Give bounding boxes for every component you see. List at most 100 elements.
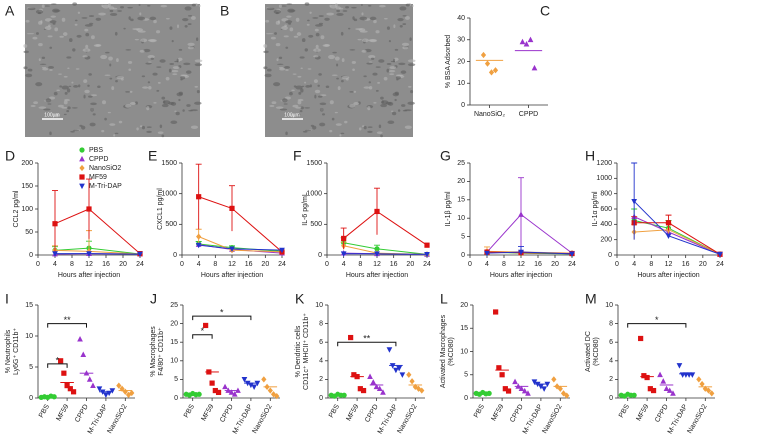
cell-texture xyxy=(171,69,179,73)
y-tick-label: 0 xyxy=(29,395,33,402)
cell-texture xyxy=(54,27,59,32)
y-tick-label: 5 xyxy=(464,372,468,379)
x-axis-label: Hours after injection xyxy=(637,272,699,279)
marker xyxy=(484,250,490,257)
marker xyxy=(406,371,412,378)
cell-texture xyxy=(53,91,58,96)
cell-texture xyxy=(317,84,320,87)
marker xyxy=(663,385,670,392)
cell-texture xyxy=(409,37,412,41)
cell-texture xyxy=(273,82,281,87)
legend-marker xyxy=(79,183,85,190)
x-tick-label: 20 xyxy=(119,261,127,268)
cell-texture xyxy=(315,44,319,49)
y-tick-label: 15 xyxy=(460,325,468,332)
cell-texture xyxy=(296,32,302,36)
cell-texture xyxy=(92,113,96,116)
marker xyxy=(396,365,402,372)
cell-texture xyxy=(363,86,370,89)
cell-texture xyxy=(263,66,268,70)
cell-texture xyxy=(271,101,277,105)
cell-texture xyxy=(142,86,149,89)
cell-texture xyxy=(137,16,146,21)
cell-texture xyxy=(401,104,406,107)
x-tick-label: PBS xyxy=(618,403,631,419)
cell-texture xyxy=(134,38,139,41)
y-tick-label: 0 xyxy=(461,252,465,259)
cell-texture xyxy=(290,114,294,118)
y-tick-label: 800 xyxy=(600,191,612,198)
marker xyxy=(393,367,399,374)
significance-label: * xyxy=(220,308,224,318)
cell-texture xyxy=(101,4,104,8)
y-axis-label: (%CD80) xyxy=(593,337,600,366)
y-tick-label: 10 xyxy=(457,215,465,222)
x-tick-label: PBS xyxy=(473,403,486,419)
cell-texture xyxy=(283,103,288,105)
y-tick-label: 200 xyxy=(21,160,33,167)
y-tick-label: 30 xyxy=(457,37,465,44)
cell-texture xyxy=(359,16,368,21)
marker xyxy=(631,198,638,205)
x-tick-label: 0 xyxy=(325,261,329,268)
cell-texture xyxy=(285,20,293,24)
y-tick-label: 15 xyxy=(457,197,465,204)
cell-texture xyxy=(373,101,377,104)
cell-texture xyxy=(300,88,304,93)
cell-texture xyxy=(49,46,53,49)
cell-texture xyxy=(47,103,52,105)
marker xyxy=(551,376,557,383)
cell-texture xyxy=(180,74,188,77)
cell-texture xyxy=(297,100,302,105)
cell-texture xyxy=(157,131,164,135)
legend-label: PBS xyxy=(89,147,103,154)
marker xyxy=(231,391,238,397)
y-axis-label: % BSA Adsorbed xyxy=(445,35,452,88)
marker xyxy=(386,347,393,353)
marker xyxy=(137,251,143,258)
cell-texture xyxy=(331,117,335,121)
marker xyxy=(274,393,280,400)
y-tick-label: 5 xyxy=(29,364,33,371)
cell-texture xyxy=(109,9,114,13)
panel-label: D xyxy=(5,148,15,164)
cell-texture xyxy=(324,17,330,21)
marker xyxy=(564,392,570,399)
cell-texture xyxy=(293,85,297,88)
marker xyxy=(67,386,73,392)
cell-texture xyxy=(171,40,174,43)
y-tick-label: 10 xyxy=(25,333,33,340)
cell-texture xyxy=(297,75,302,78)
x-tick-label: NanoSiO2 xyxy=(396,403,418,435)
cell-texture xyxy=(57,104,64,108)
y-tick-label: 1000 xyxy=(306,191,322,198)
cell-texture xyxy=(393,24,396,29)
cell-texture xyxy=(104,74,111,76)
marker xyxy=(64,383,70,389)
marker xyxy=(523,40,530,47)
x-tick-label: 20 xyxy=(406,261,414,268)
x-tick-label: 0 xyxy=(615,261,619,268)
cell-texture xyxy=(153,19,157,24)
cell-texture xyxy=(41,4,45,8)
cell-texture xyxy=(187,15,193,17)
cell-texture xyxy=(66,109,70,113)
marker xyxy=(209,380,215,386)
x-axis-label: Hours after injection xyxy=(201,272,263,279)
y-tick-label: 0 xyxy=(174,395,178,402)
cell-texture xyxy=(44,18,53,22)
y-tick-label: 8 xyxy=(609,320,613,327)
cell-texture xyxy=(369,16,377,21)
cell-texture xyxy=(319,122,326,127)
cell-texture xyxy=(304,81,307,84)
y-axis-label: CCL2 pg/ml xyxy=(13,190,20,227)
significance-bracket xyxy=(192,334,213,339)
cell-texture xyxy=(288,10,296,12)
cell-texture xyxy=(165,76,170,81)
y-tick-label: 2 xyxy=(319,376,323,383)
cell-texture xyxy=(377,81,380,84)
marker xyxy=(531,379,538,385)
panel-label: L xyxy=(440,291,448,307)
cell-texture xyxy=(363,75,367,78)
marker xyxy=(480,51,487,59)
